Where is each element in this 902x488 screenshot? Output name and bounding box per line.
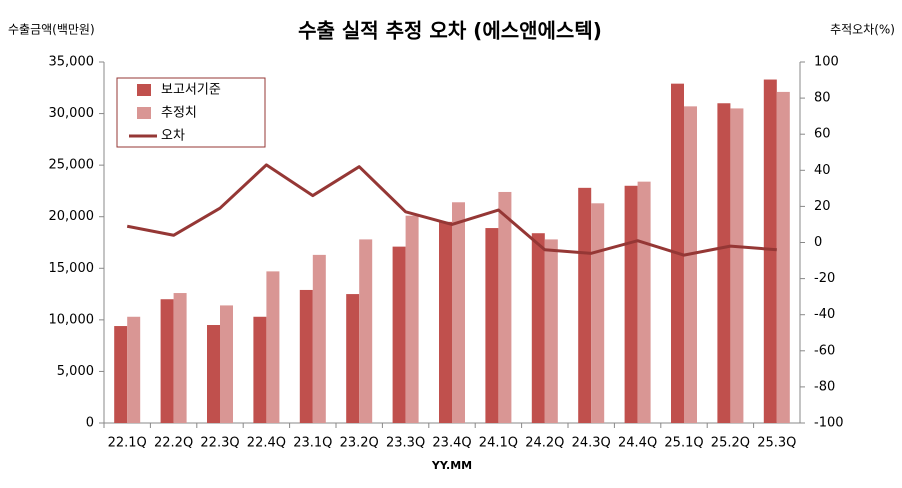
bar <box>207 325 220 423</box>
y2-tick-label: 80 <box>814 91 831 106</box>
y-tick-label: 35,000 <box>49 55 95 70</box>
y-tick-label: 30,000 <box>49 106 95 121</box>
bar <box>485 228 499 423</box>
y2-tick-label: -20 <box>814 271 835 286</box>
legend-swatch <box>137 107 151 119</box>
bar <box>452 202 465 423</box>
x-tick-label: 24.4Q <box>618 436 657 451</box>
y2-tick-label: 100 <box>814 55 839 70</box>
y2-tick-label: 0 <box>814 235 822 250</box>
bar <box>684 106 697 423</box>
y2-tick-label: -60 <box>814 343 835 358</box>
y2-axis-title: 추적오차(%) <box>830 23 895 37</box>
bar <box>220 305 233 423</box>
y-tick-label: 15,000 <box>49 261 95 276</box>
y-tick-label: 25,000 <box>49 158 95 173</box>
x-tick-label: 24.3Q <box>572 436 611 451</box>
bar <box>717 103 731 423</box>
x-tick-label: 23.2Q <box>340 436 379 451</box>
bar <box>624 185 638 423</box>
bar <box>531 233 545 423</box>
x-axis-title: YY.MM <box>431 459 472 472</box>
bar <box>173 293 187 423</box>
y-tick-label: 10,000 <box>49 312 95 327</box>
x-tick-label: 24.2Q <box>525 436 564 451</box>
bar <box>498 191 512 423</box>
chart-title: 수출 실적 추정 오차 (에스앤에스텍) <box>298 19 602 43</box>
x-tick-label: 23.1Q <box>293 436 332 451</box>
bar <box>544 239 558 423</box>
bar <box>127 316 141 423</box>
bar <box>346 294 360 423</box>
y-tick-label: 0 <box>86 416 94 431</box>
x-tick-label: 23.4Q <box>432 436 471 451</box>
y-axis-title: 수출금액(백만원) <box>8 23 95 37</box>
bar <box>299 289 313 423</box>
bar <box>160 299 174 423</box>
bar <box>253 316 267 423</box>
x-tick-label: 25.3Q <box>757 436 796 451</box>
y2-tick-label: 40 <box>814 163 831 178</box>
x-tick-label: 25.2Q <box>711 436 750 451</box>
x-tick-label: 22.4Q <box>247 436 286 451</box>
bar <box>266 271 280 423</box>
legend-label: 오차 <box>161 129 185 144</box>
bar <box>114 326 128 423</box>
y2-tick-label: 60 <box>814 127 831 142</box>
x-tick-label: 24.1Q <box>479 436 518 451</box>
bar <box>591 203 605 423</box>
bar <box>763 79 777 423</box>
legend-label: 추정치 <box>161 106 197 121</box>
bar <box>312 254 326 423</box>
bar <box>392 246 406 423</box>
y2-tick-label: -80 <box>814 379 835 394</box>
y2-tick-label: -100 <box>814 416 844 431</box>
x-tick-label: 22.1Q <box>108 436 147 451</box>
x-tick-label: 23.3Q <box>386 436 425 451</box>
legend-label: 보고서기준 <box>161 83 221 98</box>
bar <box>359 239 373 423</box>
x-tick-label: 22.3Q <box>200 436 239 451</box>
bar <box>405 215 419 423</box>
y-tick-label: 20,000 <box>49 209 95 224</box>
bar <box>776 91 790 423</box>
y2-tick-label: -40 <box>814 307 835 322</box>
bar <box>578 187 592 423</box>
line <box>126 163 777 257</box>
y-tick-label: 5,000 <box>57 364 94 379</box>
y2-tick-label: 20 <box>814 199 831 214</box>
bar <box>730 108 744 424</box>
bar <box>439 221 452 423</box>
x-tick-label: 25.1Q <box>664 436 703 451</box>
x-tick-label: 22.2Q <box>154 436 193 451</box>
legend-swatch <box>137 84 151 96</box>
bar <box>637 181 651 423</box>
